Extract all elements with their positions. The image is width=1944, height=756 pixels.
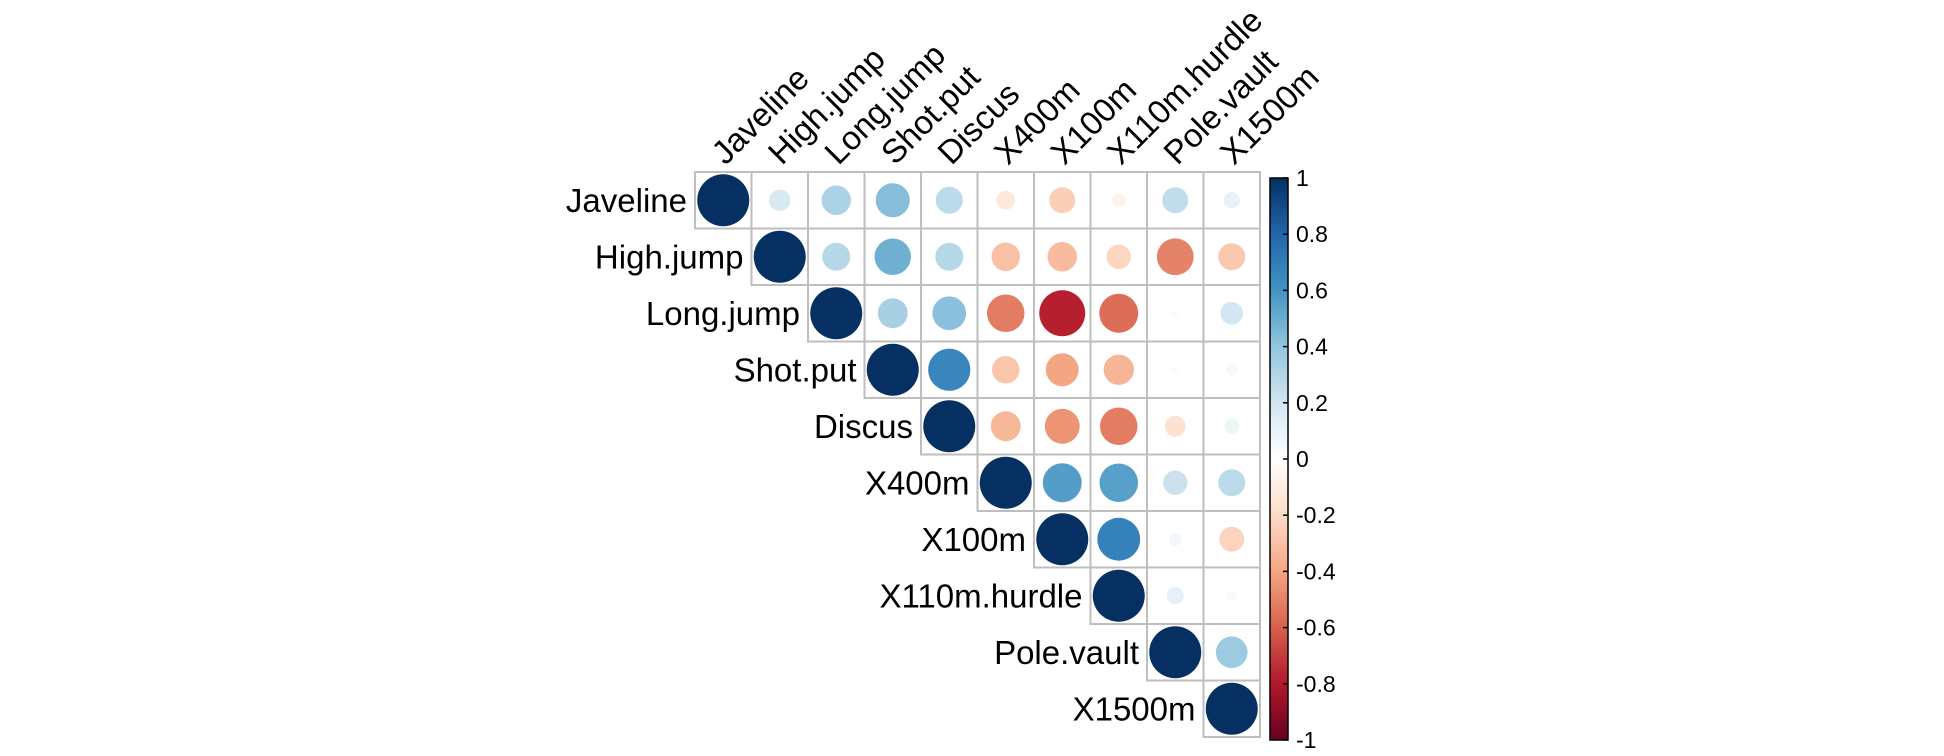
corr-circle xyxy=(1156,238,1194,276)
corr-circle xyxy=(1047,242,1077,272)
corr-circle xyxy=(1049,187,1076,214)
row-label: X100m xyxy=(921,521,1026,558)
corr-circle xyxy=(1168,532,1182,546)
corr-circle xyxy=(1097,517,1141,561)
corr-circle xyxy=(1220,301,1244,325)
colorbar-tick-label: 0 xyxy=(1296,446,1309,472)
corr-circle xyxy=(987,294,1025,332)
corr-circle xyxy=(769,189,791,211)
corr-circle xyxy=(1099,463,1139,503)
row-label: Pole.vault xyxy=(994,634,1139,671)
corr-circle xyxy=(1042,463,1082,503)
corr-circle xyxy=(935,242,964,271)
corr-circle xyxy=(1224,418,1240,434)
colorbar-tick-label: -0.6 xyxy=(1296,615,1336,641)
corr-circle xyxy=(1223,192,1240,209)
corr-circle xyxy=(1219,526,1245,552)
colorbar-tick-label: -0.8 xyxy=(1296,671,1336,697)
corr-circle xyxy=(1171,366,1179,374)
row-labels: Javeline High.jump Long.jump Shot.put Discus… xyxy=(566,182,1196,728)
corr-circle xyxy=(979,456,1032,509)
corr-circle xyxy=(753,230,806,283)
corr-circle xyxy=(1218,243,1246,271)
corr-circle xyxy=(1039,290,1086,337)
corr-circle xyxy=(1106,244,1131,269)
colorbar-tick-label: 0.8 xyxy=(1296,221,1328,247)
corr-circle xyxy=(866,343,919,396)
colorbar: 1 0.8 0.6 0.4 0.2 0 -0.2 -0.4 -0.6 -0.8 -1 xyxy=(1269,165,1336,753)
corr-circle xyxy=(935,186,963,214)
colorbar-tick-label: 0.4 xyxy=(1296,334,1328,360)
corr-circle xyxy=(1036,513,1089,566)
corr-circle xyxy=(996,190,1016,210)
corr-circle xyxy=(1205,682,1258,735)
corr-circle xyxy=(821,185,851,215)
corr-circle xyxy=(928,348,971,391)
corr-circle xyxy=(991,355,1020,384)
corr-circle xyxy=(1226,590,1237,601)
column-labels: JavelineHigh.jumpLong.jumpShot.putDiscus… xyxy=(704,1,1326,171)
colorbar-tick-label: -0.2 xyxy=(1296,502,1336,528)
corr-circle xyxy=(1162,187,1189,214)
corr-circle xyxy=(1166,587,1184,605)
row-label: X400m xyxy=(865,464,970,501)
corr-circle xyxy=(1171,309,1179,317)
row-label: High.jump xyxy=(595,238,744,275)
grid-cell xyxy=(1202,679,1261,738)
corr-circle xyxy=(991,242,1020,271)
corr-circle xyxy=(822,242,851,271)
colorbar-tick-label: -1 xyxy=(1296,727,1316,753)
row-label: Javeline xyxy=(566,182,687,219)
row-label: Long.jump xyxy=(646,295,800,332)
corr-circle xyxy=(1225,363,1238,376)
corr-circle xyxy=(875,183,910,218)
corr-circle xyxy=(877,298,908,329)
corr-circle xyxy=(1099,293,1139,333)
corr-circle xyxy=(1103,354,1134,385)
corr-circle xyxy=(697,174,750,227)
corr-circle xyxy=(1100,407,1138,445)
colorbar-tick-label: 0.6 xyxy=(1296,277,1328,303)
colorbar-tick-label: 1 xyxy=(1296,165,1309,191)
corr-circle xyxy=(874,238,911,275)
row-label: Shot.put xyxy=(734,351,857,388)
correlation-circles xyxy=(697,174,1258,735)
corr-circle xyxy=(1149,626,1202,679)
colorbar-tick-label: 0.2 xyxy=(1296,390,1328,416)
corr-circle xyxy=(1215,636,1248,669)
row-label: Discus xyxy=(814,408,913,445)
corr-circle xyxy=(990,411,1021,442)
row-label: X110m.hurdle xyxy=(879,577,1082,614)
corr-circle xyxy=(1044,408,1080,444)
corr-circle xyxy=(1218,469,1246,497)
corr-circle xyxy=(932,296,967,331)
corr-circle xyxy=(1164,415,1186,437)
corr-circle xyxy=(810,287,863,340)
corr-circle xyxy=(1045,353,1079,387)
row-label: X1500m xyxy=(1073,690,1196,727)
colorbar-tick-label: -0.4 xyxy=(1296,558,1336,584)
grid xyxy=(694,171,1261,738)
corr-circle xyxy=(923,400,976,453)
corr-circle xyxy=(1163,470,1188,495)
corr-circle xyxy=(1111,193,1126,208)
corr-circle xyxy=(1092,569,1145,622)
